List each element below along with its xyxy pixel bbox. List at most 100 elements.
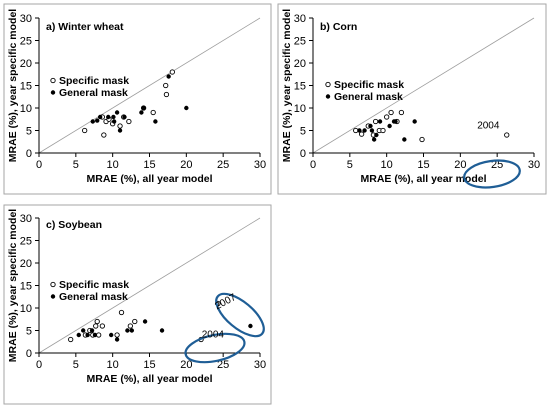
y-tick-label: 15 <box>294 81 306 93</box>
general-mask-point <box>393 119 398 124</box>
general-mask-point <box>141 105 146 111</box>
general-mask-point <box>106 114 111 120</box>
legend-marker-general <box>50 294 56 299</box>
specific-mask-point <box>384 114 390 120</box>
general-mask-point <box>357 128 362 133</box>
x-tick-label: 20 <box>454 159 466 171</box>
specific-mask-point <box>82 127 88 134</box>
y-tick-label: 30 <box>20 13 32 25</box>
annotation-ellipse <box>184 332 246 364</box>
general-mask-point <box>377 119 383 124</box>
general-mask-point <box>139 110 144 115</box>
general-mask-point <box>142 319 148 324</box>
legend-marker-general <box>325 94 331 99</box>
specific-mask-point <box>419 136 425 143</box>
panel-soybean: 0 5 10 15 20 25 30 0 5 10 15 20 25 30 MRAE (%), all ye… <box>3 204 272 405</box>
general-mask-point <box>111 114 116 120</box>
x-tick-label: 5 <box>73 159 79 171</box>
x-tick-label: 10 <box>381 159 393 171</box>
legend-marker-general <box>50 90 56 95</box>
y-tick-label: 5 <box>300 126 306 138</box>
one-to-one-line <box>38 17 261 154</box>
y-axis-title: MRAE (%), year specific model <box>281 9 293 163</box>
y-tick-label: 25 <box>294 36 306 48</box>
y-tick-label: 20 <box>20 58 32 70</box>
general-mask-point <box>81 328 86 333</box>
x-tick-label: 20 <box>180 359 192 371</box>
general-mask-point <box>117 128 123 133</box>
y-tick-label: 0 <box>26 348 32 360</box>
y-tick-label: 5 <box>26 326 32 338</box>
general-mask-point <box>111 119 117 124</box>
general-mask-point <box>125 328 130 333</box>
x-tick-label: 25 <box>217 159 229 171</box>
x-axis-title: MRAE (%), all year model <box>360 173 486 185</box>
general-mask-point <box>89 328 95 333</box>
general-mask-point <box>368 123 373 129</box>
y-tick-label: 25 <box>20 36 32 48</box>
general-mask-point <box>184 105 189 111</box>
annotation-ellipse <box>215 292 265 338</box>
x-tick-label: 15 <box>143 159 155 171</box>
specific-mask-point <box>114 332 120 338</box>
one-to-one-line <box>312 17 535 154</box>
general-mask-point <box>362 128 367 133</box>
y-tick-label: 10 <box>20 103 32 115</box>
specific-mask-point <box>132 318 138 325</box>
specific-mask-point <box>68 336 74 343</box>
y-axis-title: MRAE (%), year specific model <box>7 209 19 363</box>
general-mask-point <box>90 119 95 124</box>
y-tick-label: 10 <box>294 103 306 115</box>
general-mask-point <box>369 128 375 133</box>
one-to-one-line <box>38 217 261 354</box>
x-tick-label: 30 <box>254 359 266 371</box>
legend-marker-specific <box>50 281 56 288</box>
x-tick-label: 25 <box>491 159 503 171</box>
specific-mask-point <box>398 109 405 116</box>
specific-mask-point <box>358 131 365 137</box>
general-mask-point <box>374 132 379 138</box>
specific-mask-point <box>94 318 100 325</box>
specific-mask-point <box>380 127 386 134</box>
specific-mask-point <box>504 132 510 138</box>
panel-corn: 0 5 10 15 20 25 30 0 5 10 15 20 25 30 MRAE (%), all ye… <box>277 3 547 195</box>
x-tick-label: 15 <box>417 159 429 171</box>
general-mask-point <box>122 114 127 120</box>
y-tick-label: 30 <box>294 13 306 25</box>
specific-mask-point <box>163 91 170 98</box>
general-mask-point <box>166 74 171 79</box>
x-axis-title: MRAE (%), all year model <box>86 373 212 385</box>
annotation-ellipse <box>463 159 521 189</box>
panel-title: a) Winter wheat <box>46 21 124 33</box>
x-axis-title: MRAE (%), all year model <box>86 173 212 185</box>
x-tick-label: 5 <box>347 159 353 171</box>
general-mask-point <box>402 137 407 142</box>
specific-mask-point <box>388 109 394 116</box>
general-mask-point <box>76 332 81 338</box>
specific-mask-point <box>99 323 106 329</box>
legend-label-specific: Specific mask <box>59 279 129 291</box>
annotation-label: 2004 <box>202 329 225 340</box>
general-mask-point <box>412 119 417 124</box>
x-tick-label: 15 <box>143 359 155 371</box>
general-mask-point <box>248 323 253 329</box>
panel-title: b) Corn <box>320 21 357 33</box>
specific-mask-point <box>150 109 156 116</box>
x-tick-label: 10 <box>107 159 119 171</box>
general-mask-point <box>387 123 392 129</box>
general-mask-point <box>153 119 158 124</box>
legend-label-specific: Specific mask <box>334 79 404 91</box>
specific-mask-point <box>169 69 175 75</box>
general-mask-point <box>108 332 114 338</box>
panel-frame <box>3 3 272 195</box>
x-tick-label: 30 <box>528 159 540 171</box>
specific-mask-point <box>127 323 133 329</box>
legend-marker-specific <box>325 81 331 88</box>
y-axis-title: MRAE (%), year specific model <box>7 9 19 163</box>
y-tick-label: 15 <box>20 281 32 293</box>
legend-label-general: General mask <box>59 87 128 99</box>
